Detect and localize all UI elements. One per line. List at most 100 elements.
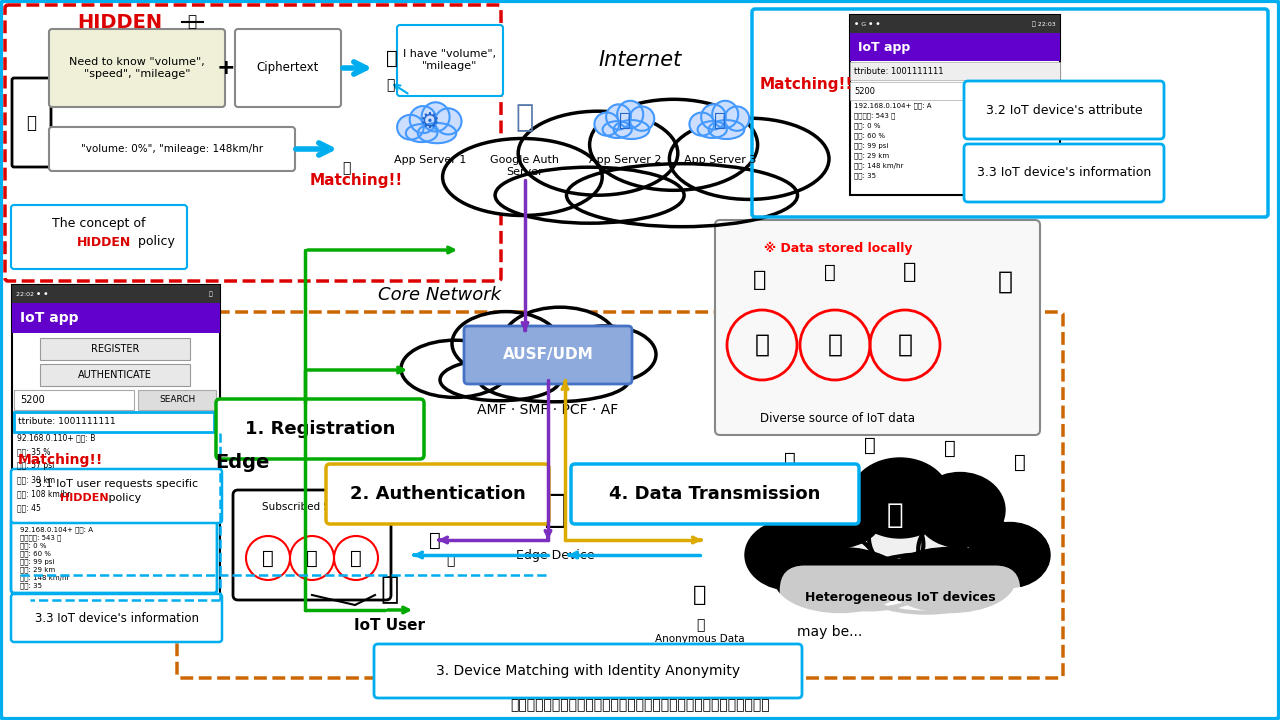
FancyBboxPatch shape xyxy=(49,29,225,107)
Text: ttribute: 1001111111: ttribute: 1001111111 xyxy=(18,418,115,426)
Text: 3. Device Matching with Identity Anonymity: 3. Device Matching with Identity Anonymi… xyxy=(436,664,740,678)
Text: 192.168.0.104+ 品牌: A: 192.168.0.104+ 品牌: A xyxy=(854,103,932,109)
Text: Edge Device: Edge Device xyxy=(516,549,594,562)
Text: Google Auth
Server: Google Auth Server xyxy=(490,155,559,176)
FancyBboxPatch shape xyxy=(49,127,294,171)
Ellipse shape xyxy=(915,472,1005,547)
Ellipse shape xyxy=(698,121,727,138)
Ellipse shape xyxy=(795,472,884,547)
Text: Need to know "volume",
"speed", "mileage": Need to know "volume", "speed", "mileage… xyxy=(69,57,205,78)
Ellipse shape xyxy=(701,104,726,130)
Text: 💲: 💲 xyxy=(714,110,726,130)
Text: The concept of: The concept of xyxy=(52,217,146,230)
Ellipse shape xyxy=(406,124,438,142)
Text: 引擎溫度: 543 度: 引擎溫度: 543 度 xyxy=(20,535,61,541)
Text: 🖥: 🖥 xyxy=(387,48,398,68)
Text: 油量: 0 %: 油量: 0 % xyxy=(854,122,881,130)
Text: IoT app: IoT app xyxy=(858,40,910,53)
FancyBboxPatch shape xyxy=(465,326,632,384)
Ellipse shape xyxy=(709,120,745,139)
Ellipse shape xyxy=(518,111,678,195)
Text: 🏢: 🏢 xyxy=(997,270,1012,294)
Text: App Server 3: App Server 3 xyxy=(684,155,756,165)
FancyBboxPatch shape xyxy=(233,490,390,600)
Text: AMF · SMF · PCF · AF: AMF · SMF · PCF · AF xyxy=(477,403,618,417)
FancyBboxPatch shape xyxy=(5,5,500,281)
Text: 🌡: 🌡 xyxy=(306,549,317,567)
FancyBboxPatch shape xyxy=(975,82,1057,100)
Text: 📶: 📶 xyxy=(1014,452,1025,472)
FancyBboxPatch shape xyxy=(12,303,220,333)
Text: 餘數: 35: 餘數: 35 xyxy=(854,173,876,179)
Ellipse shape xyxy=(607,104,631,130)
FancyBboxPatch shape xyxy=(12,594,221,642)
FancyBboxPatch shape xyxy=(12,285,220,303)
Text: IoT app: IoT app xyxy=(20,311,78,325)
Ellipse shape xyxy=(503,307,617,373)
Text: 油量: 0 %: 油量: 0 % xyxy=(20,543,46,549)
FancyBboxPatch shape xyxy=(14,412,214,432)
Ellipse shape xyxy=(778,531,877,602)
Text: 👁: 👁 xyxy=(187,14,197,30)
Text: +: + xyxy=(216,58,236,78)
Ellipse shape xyxy=(397,115,424,140)
Ellipse shape xyxy=(421,102,449,132)
Text: policy: policy xyxy=(105,493,141,503)
Text: 💧: 💧 xyxy=(824,263,836,282)
Text: policy: policy xyxy=(134,235,175,248)
Text: 3.3 IoT device's information: 3.3 IoT device's information xyxy=(35,611,198,624)
Text: 輪胎: 60 %: 輪胎: 60 % xyxy=(854,132,884,139)
Ellipse shape xyxy=(824,505,923,583)
Ellipse shape xyxy=(479,358,628,402)
FancyBboxPatch shape xyxy=(964,144,1164,202)
Text: 3.2 IoT device's attribute: 3.2 IoT device's attribute xyxy=(986,104,1142,117)
Text: 圖一：利用邊緣運算進行具隱私性保護與屬性式的物聯網資料交換系統: 圖一：利用邊緣運算進行具隱私性保護與屬性式的物聯網資料交換系統 xyxy=(511,698,769,712)
Ellipse shape xyxy=(440,359,561,401)
FancyBboxPatch shape xyxy=(216,399,424,459)
FancyBboxPatch shape xyxy=(397,25,503,96)
Text: 輪胎: 60 %: 輪胎: 60 % xyxy=(20,551,51,557)
Ellipse shape xyxy=(850,458,950,538)
Ellipse shape xyxy=(594,112,620,135)
Text: ⚙: ⚙ xyxy=(420,112,440,132)
Text: 📱: 📱 xyxy=(26,114,36,132)
Text: 📶: 📶 xyxy=(209,291,212,297)
Ellipse shape xyxy=(810,557,927,609)
FancyBboxPatch shape xyxy=(12,285,220,595)
Text: HIDDEN: HIDDEN xyxy=(60,493,109,503)
Text: Core Network: Core Network xyxy=(379,286,502,304)
Text: 3.3 IoT device's information: 3.3 IoT device's information xyxy=(977,166,1151,179)
Text: "volume: 0%", "mileage: 148km/hr: "volume: 0%", "mileage: 148km/hr xyxy=(81,144,264,154)
FancyBboxPatch shape xyxy=(850,33,1060,61)
Text: ⚫ G ⚫ ⚫: ⚫ G ⚫ ⚫ xyxy=(854,22,881,27)
Ellipse shape xyxy=(401,340,509,397)
Text: 🌧: 🌧 xyxy=(904,262,916,282)
Text: 🚕: 🚕 xyxy=(822,526,838,554)
FancyBboxPatch shape xyxy=(14,390,134,410)
Text: 里程: 30 km: 里程: 30 km xyxy=(17,475,55,485)
Text: 📱: 📱 xyxy=(754,270,767,290)
Text: 92.168.0.110+ 品牌: B: 92.168.0.110+ 品牌: B xyxy=(17,433,96,443)
FancyBboxPatch shape xyxy=(571,464,859,524)
Text: 🔐: 🔐 xyxy=(429,531,440,549)
Ellipse shape xyxy=(918,512,1018,588)
FancyBboxPatch shape xyxy=(850,82,970,100)
Ellipse shape xyxy=(452,312,561,375)
Text: 📶: 📶 xyxy=(864,436,876,454)
Ellipse shape xyxy=(630,107,654,131)
Text: Matching!!: Matching!! xyxy=(310,173,403,187)
Text: 里程: 29 km: 里程: 29 km xyxy=(20,567,55,573)
FancyBboxPatch shape xyxy=(40,338,189,360)
Text: 速度: 108 km/hr: 速度: 108 km/hr xyxy=(17,490,70,498)
Text: 餘數: 35: 餘數: 35 xyxy=(20,582,42,589)
Ellipse shape xyxy=(712,101,739,128)
Ellipse shape xyxy=(417,123,456,143)
Ellipse shape xyxy=(855,554,997,613)
Text: I have "volume",
"mileage": I have "volume", "mileage" xyxy=(403,49,497,71)
Text: Diverse source of IoT data: Diverse source of IoT data xyxy=(760,412,915,425)
Text: may be...: may be... xyxy=(797,625,863,639)
Text: Matching!!: Matching!! xyxy=(18,453,104,467)
Text: 餘數: 45: 餘數: 45 xyxy=(17,503,41,513)
Ellipse shape xyxy=(669,118,829,199)
FancyBboxPatch shape xyxy=(12,469,221,523)
